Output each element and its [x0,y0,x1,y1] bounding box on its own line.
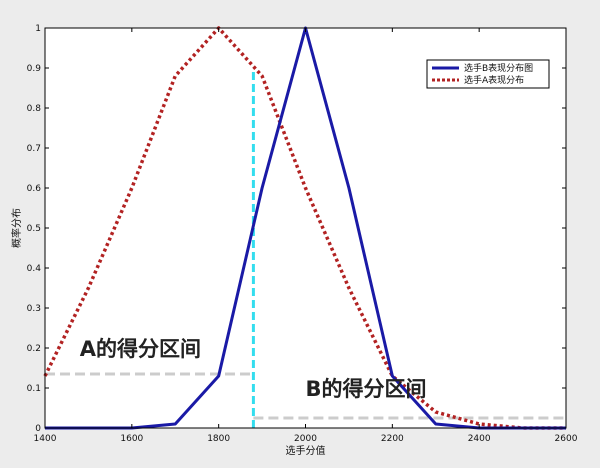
y-tick-label: 0.2 [27,344,41,354]
plot-area [45,28,566,428]
x-tick-label: 1800 [207,434,230,444]
series-line-1 [43,26,566,430]
y-tick-label: 0.9 [27,64,42,74]
x-tick-label: 2400 [468,434,491,444]
x-axis-label: 选手分值 [286,444,326,457]
y-tick-label: 0.7 [27,144,41,154]
annotations: A的得分区间 B的得分区间 [80,337,427,401]
annotation-label: A的得分区间 [80,337,201,361]
annotation-label: B的得分区间 [306,377,427,401]
y-tick-label: 0.8 [27,104,42,114]
y-tick-label: 0 [35,424,41,434]
x-tick-label: 2000 [294,434,317,444]
x-tick-label: 2600 [555,434,578,444]
y-tick-label: 0.4 [27,264,42,274]
y-tick-label: 0.3 [27,304,41,314]
legend-label: 选手B表现分布图 [464,62,533,74]
y-tick-label: 0.1 [27,384,41,394]
y-tick-label: 0.5 [27,224,41,234]
x-tick-label: 2200 [381,434,404,444]
x-axis-ticks: 1400 1600 1800 2000 2200 2400 2600 [34,28,578,444]
legend-label: 选手A表现分布 [464,74,524,86]
y-axis-label: 概率分布 [10,208,23,248]
x-tick-label: 1600 [120,434,143,444]
legend-box [426,59,550,89]
y-axis-ticks: 0 0.1 0.2 0.3 0.4 0.5 0.6 0.7 0.8 0.9 1 [27,24,566,434]
x-tick-label: 1400 [34,434,57,444]
y-tick-label: 0.6 [27,184,42,194]
y-tick-label: 1 [35,24,41,34]
